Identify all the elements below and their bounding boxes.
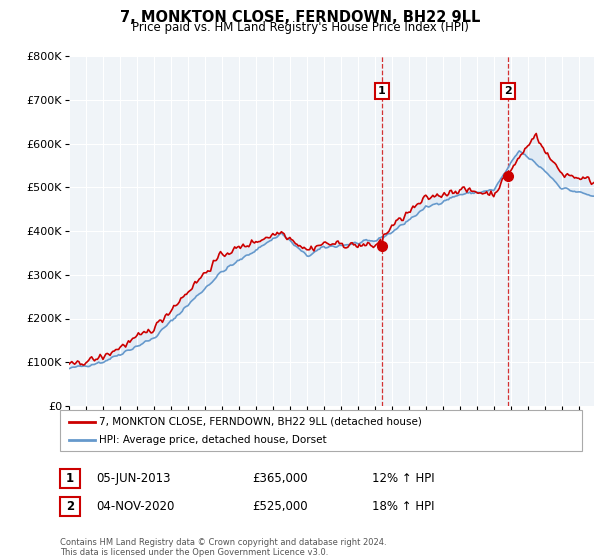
Text: 04-NOV-2020: 04-NOV-2020: [96, 500, 175, 514]
Text: 12% ↑ HPI: 12% ↑ HPI: [372, 472, 434, 486]
Text: 7, MONKTON CLOSE, FERNDOWN, BH22 9LL (detached house): 7, MONKTON CLOSE, FERNDOWN, BH22 9LL (de…: [99, 417, 422, 427]
Text: 2: 2: [66, 500, 74, 514]
Text: 1: 1: [66, 472, 74, 486]
Text: 18% ↑ HPI: 18% ↑ HPI: [372, 500, 434, 514]
Text: £525,000: £525,000: [252, 500, 308, 514]
Text: Price paid vs. HM Land Registry's House Price Index (HPI): Price paid vs. HM Land Registry's House …: [131, 21, 469, 34]
Text: £365,000: £365,000: [252, 472, 308, 486]
Text: 05-JUN-2013: 05-JUN-2013: [96, 472, 170, 486]
Text: 2: 2: [504, 86, 512, 96]
Text: 7, MONKTON CLOSE, FERNDOWN, BH22 9LL: 7, MONKTON CLOSE, FERNDOWN, BH22 9LL: [120, 10, 480, 25]
Text: 1: 1: [378, 86, 386, 96]
Text: Contains HM Land Registry data © Crown copyright and database right 2024.
This d: Contains HM Land Registry data © Crown c…: [60, 538, 386, 557]
Text: HPI: Average price, detached house, Dorset: HPI: Average price, detached house, Dors…: [99, 435, 326, 445]
